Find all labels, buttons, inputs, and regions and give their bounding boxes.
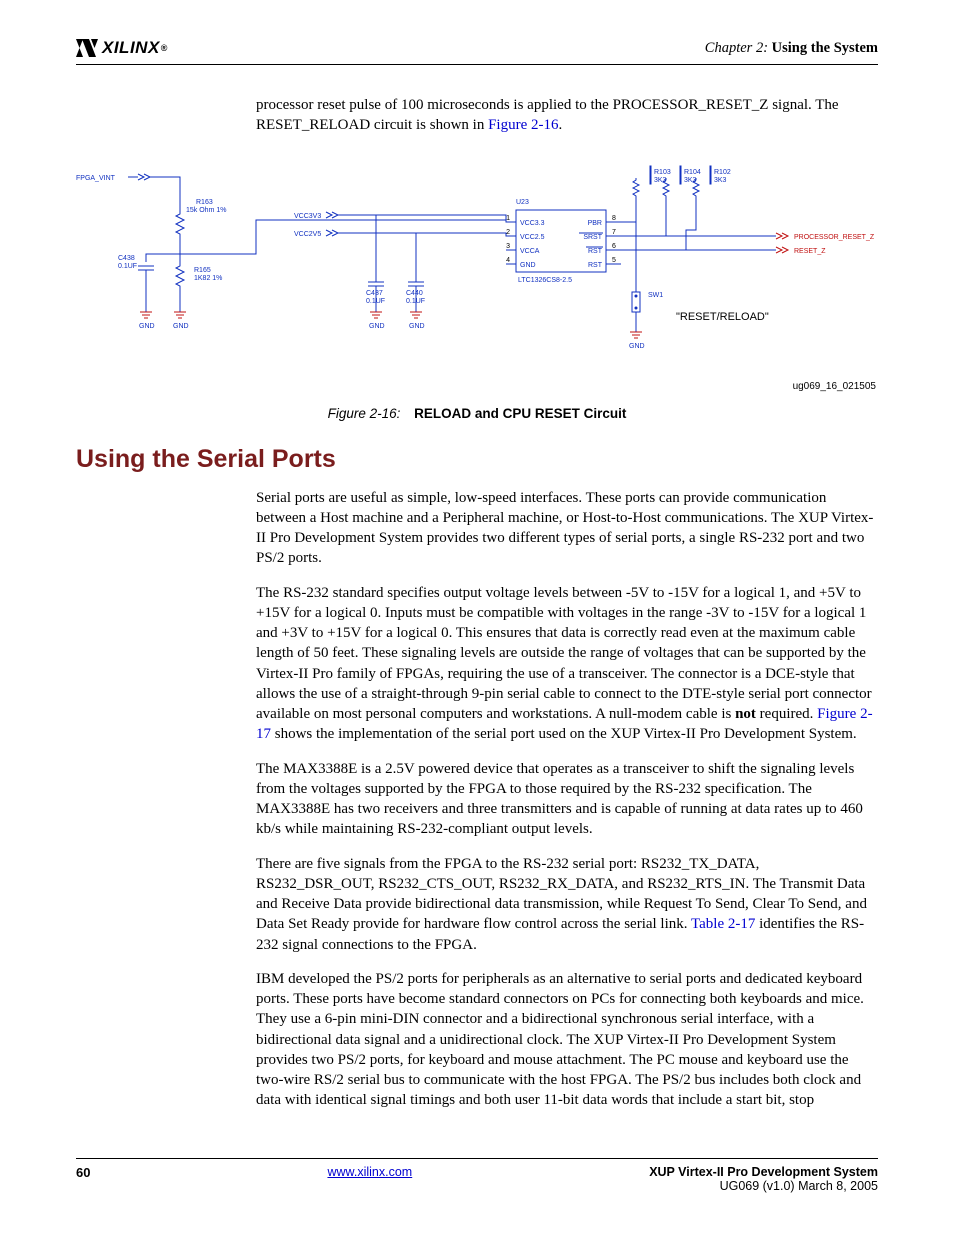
logo-mark-icon (76, 39, 98, 57)
logo-reg: ® (161, 43, 168, 53)
svg-text:GND: GND (139, 323, 155, 330)
figure-caption: Figure 2-16: RELOAD and CPU RESET Circui… (76, 406, 878, 421)
figure-title: RELOAD and CPU RESET Circuit (414, 406, 626, 421)
svg-text:C438: C438 (118, 255, 135, 262)
svg-text:2: 2 (506, 229, 510, 236)
svg-text:LTC1326CS8-2.5: LTC1326CS8-2.5 (518, 277, 572, 284)
xilinx-logo: XILINX ® (76, 38, 168, 58)
intro-paragraph: processor reset pulse of 100 microsecond… (256, 95, 878, 136)
logo-text: XILINX (102, 38, 160, 58)
svg-text:RST: RST (588, 262, 603, 269)
svg-text:0.1UF: 0.1UF (118, 263, 137, 270)
svg-text:SW1: SW1 (648, 292, 663, 299)
circuit-diagram: FPGA_VINT R163 15k Ohm 1% C438 0.1UF GND (76, 162, 878, 372)
svg-text:R104: R104 (684, 169, 701, 176)
page-content: processor reset pulse of 100 microsecond… (0, 65, 954, 1111)
para-2c: shows the implementation of the serial p… (271, 726, 857, 742)
svg-text:VCC3V3: VCC3V3 (294, 213, 321, 220)
para-2a: The RS-232 standard specifies output vol… (256, 585, 872, 723)
footer-revision: UG069 (v1.0) March 8, 2005 (649, 1179, 878, 1193)
svg-text:GND: GND (520, 262, 536, 269)
svg-text:8: 8 (612, 215, 616, 222)
page-header: XILINX ® Chapter 2: Using the System (76, 0, 878, 65)
svg-text:R103: R103 (654, 169, 671, 176)
svg-text:GND: GND (409, 323, 425, 330)
section-heading: Using the Serial Ports (76, 445, 878, 474)
para-1: Serial ports are useful as simple, low-s… (256, 488, 878, 569)
para-2b: required. (756, 706, 817, 722)
svg-text:0.1UF: 0.1UF (406, 298, 425, 305)
svg-text:0.1UF: 0.1UF (366, 298, 385, 305)
para-4: There are five signals from the FPGA to … (256, 854, 878, 955)
footer-url[interactable]: www.xilinx.com (327, 1165, 412, 1193)
para-2-bold: not (735, 706, 756, 722)
svg-text:5: 5 (612, 257, 616, 264)
svg-text:1K82 1%: 1K82 1% (194, 275, 222, 282)
page-footer: 60 www.xilinx.com XUP Virtex-II Pro Deve… (76, 1158, 878, 1193)
svg-text:R165: R165 (194, 267, 211, 274)
svg-text:FPGA_VINT: FPGA_VINT (76, 175, 116, 182)
chapter-label: Chapter 2: (705, 40, 768, 56)
para-3: The MAX3388E is a 2.5V powered device th… (256, 759, 878, 840)
svg-text:3K3: 3K3 (714, 177, 727, 184)
footer-doc-title: XUP Virtex-II Pro Development System (649, 1165, 878, 1179)
para-5: IBM developed the PS/2 ports for periphe… (256, 969, 878, 1111)
svg-text:7: 7 (612, 229, 616, 236)
svg-text:6: 6 (612, 243, 616, 250)
svg-text:GND: GND (173, 323, 189, 330)
figure-label: Figure 2-16: (328, 406, 401, 421)
table-2-17-link[interactable]: Table 2-17 (691, 916, 755, 932)
figure-id: ug069_16_021505 (76, 381, 878, 392)
svg-text:GND: GND (629, 343, 645, 350)
svg-text:R102: R102 (714, 169, 731, 176)
para-2: The RS-232 standard specifies output vol… (256, 583, 878, 745)
svg-text:4: 4 (506, 257, 510, 264)
svg-text:VCCA: VCCA (520, 248, 540, 255)
svg-text:VCC2V5: VCC2V5 (294, 231, 321, 238)
svg-text:RESET_Z: RESET_Z (794, 248, 826, 255)
svg-text:VCC2.5: VCC2.5 (520, 234, 545, 241)
svg-text:15k Ohm 1%: 15k Ohm 1% (186, 207, 226, 214)
page-number: 60 (76, 1165, 90, 1193)
svg-text:C440: C440 (406, 290, 423, 297)
figure-2-16-link[interactable]: Figure 2-16 (488, 117, 558, 133)
chapter-title: Using the System (772, 40, 878, 56)
svg-text:SRST: SRST (583, 234, 602, 241)
svg-text:PBR: PBR (588, 220, 602, 227)
intro-text-b: . (559, 117, 563, 133)
header-chapter: Chapter 2: Using the System (705, 40, 878, 57)
svg-text:PROCESSOR_RESET_Z: PROCESSOR_RESET_Z (794, 234, 875, 241)
svg-text:1: 1 (506, 215, 510, 222)
svg-text:R163: R163 (196, 199, 213, 206)
svg-text:VCC3.3: VCC3.3 (520, 220, 545, 227)
svg-text:RST: RST (588, 248, 603, 255)
svg-text:GND: GND (369, 323, 385, 330)
svg-text:"RESET/RELOAD": "RESET/RELOAD" (676, 311, 769, 323)
svg-text:U23: U23 (516, 199, 529, 206)
figure-2-16: FPGA_VINT R163 15k Ohm 1% C438 0.1UF GND (76, 162, 878, 421)
svg-text:3: 3 (506, 243, 510, 250)
footer-right: XUP Virtex-II Pro Development System UG0… (649, 1165, 878, 1193)
svg-text:C437: C437 (366, 290, 383, 297)
